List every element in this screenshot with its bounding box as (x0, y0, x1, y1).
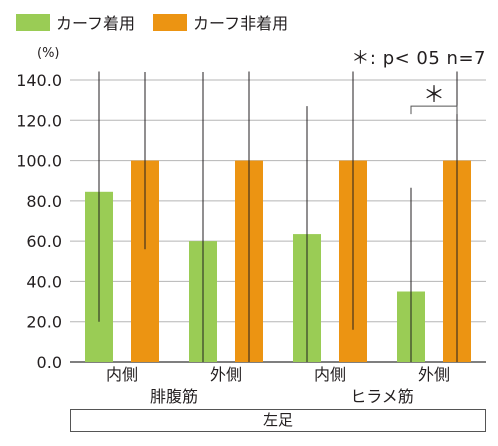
footer-left-foot-label: 左足 (70, 409, 486, 432)
significance-note: ＊: p< 05 n=7 (351, 48, 486, 69)
significance-bracket (410, 105, 458, 115)
y-tick-label: 140.0 (16, 71, 62, 90)
x-tick-label: 外側 (210, 365, 242, 384)
group-label: ヒラメ筋 (350, 387, 414, 405)
group-label: 腓腹筋 (150, 387, 198, 405)
y-tick-label: 120.0 (16, 111, 62, 130)
y-tick-label: 40.0 (26, 272, 62, 291)
y-tick-label: 80.0 (26, 192, 62, 211)
significance-marker: ＊ (423, 83, 445, 108)
legend-swatch-without-calf (153, 13, 188, 31)
legend-label-with-calf: カーフ着用 (56, 14, 136, 33)
legend-item-with-calf: カーフ着用 (16, 10, 135, 34)
legend-swatch-with-calf (16, 13, 50, 31)
legend: カーフ着用 カーフ非着用 (16, 9, 306, 35)
legend-label-without-calf: カーフ非着用 (193, 14, 289, 33)
y-tick-label: 100.0 (16, 152, 62, 171)
bar-chart: 0.0 20.0 40.0 60.0 80.0 100.0 120.0 140.0 内側 外側 内側… (16, 71, 486, 405)
x-tick-label: 外側 (418, 365, 450, 384)
y-tick-label: 20.0 (26, 313, 62, 332)
y-axis-unit: (%) (37, 46, 60, 61)
y-tick-label: 0.0 (37, 353, 62, 372)
y-tick-label: 60.0 (26, 232, 62, 251)
x-tick-label: 内側 (106, 365, 138, 384)
x-tick-label: 内側 (314, 365, 346, 384)
legend-item-without-calf: カーフ非着用 (153, 10, 288, 34)
